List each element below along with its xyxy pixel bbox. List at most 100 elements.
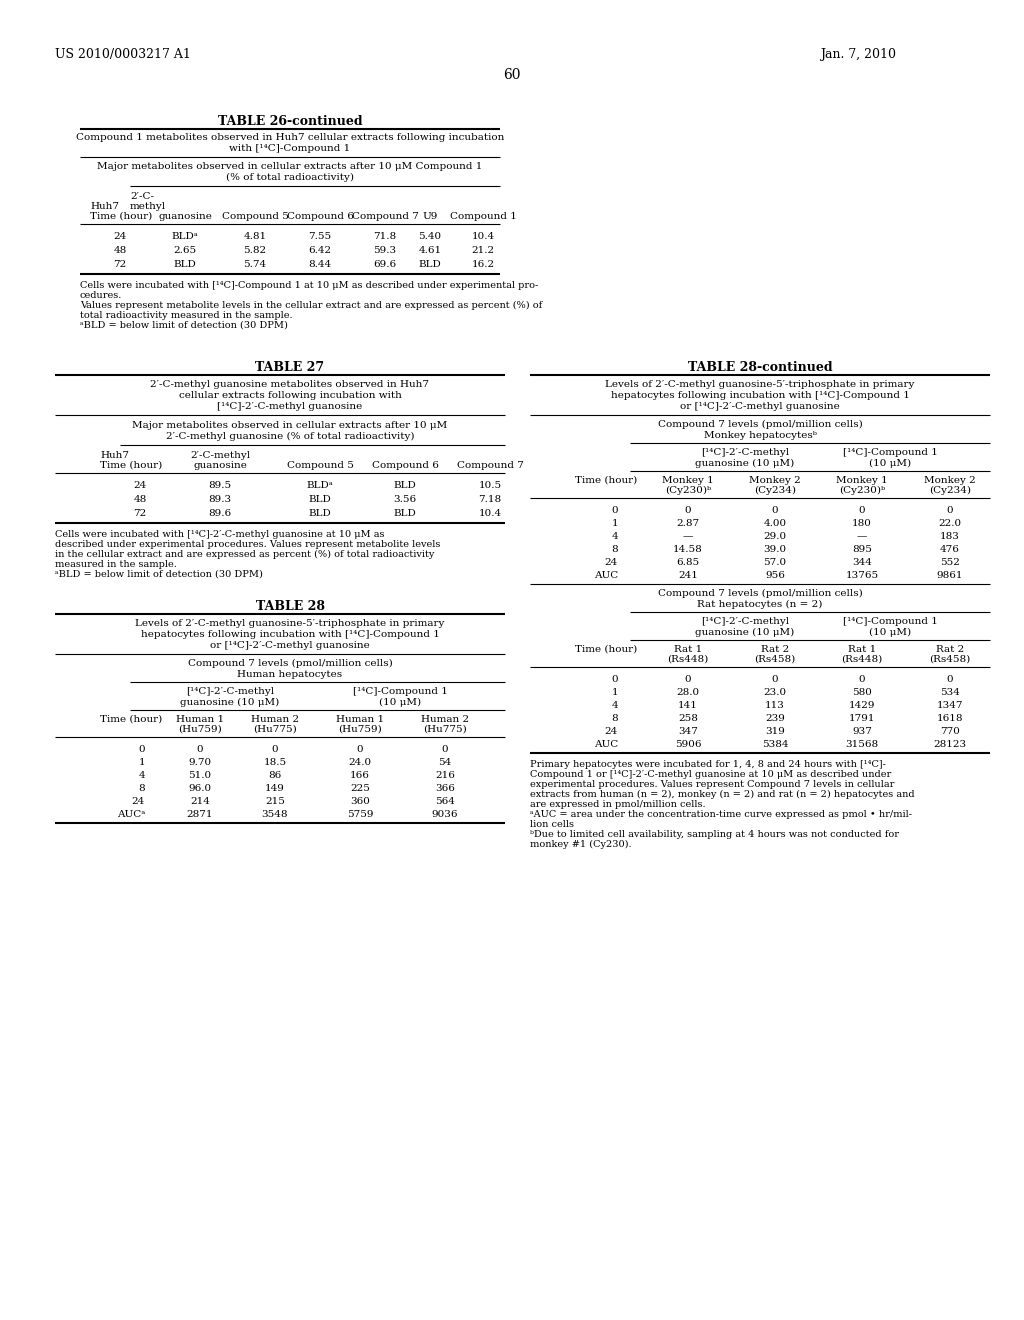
Text: 6.42: 6.42 xyxy=(308,246,332,255)
Text: 9.70: 9.70 xyxy=(188,758,212,767)
Text: (Rs458): (Rs458) xyxy=(755,655,796,664)
Text: 4: 4 xyxy=(611,532,618,541)
Text: Major metabolites observed in cellular extracts after 10 μM: Major metabolites observed in cellular e… xyxy=(132,421,447,430)
Text: are expressed in pmol/million cells.: are expressed in pmol/million cells. xyxy=(530,800,706,809)
Text: 1618: 1618 xyxy=(937,714,964,723)
Text: Cells were incubated with [¹⁴C]-2′-C-methyl guanosine at 10 μM as: Cells were incubated with [¹⁴C]-2′-C-met… xyxy=(55,531,384,539)
Text: Time (hour): Time (hour) xyxy=(100,715,162,723)
Text: 29.0: 29.0 xyxy=(764,532,786,541)
Text: 3548: 3548 xyxy=(262,810,288,818)
Text: Rat hepatocytes (n = 2): Rat hepatocytes (n = 2) xyxy=(697,601,822,609)
Text: cedures.: cedures. xyxy=(80,290,123,300)
Text: Compound 1: Compound 1 xyxy=(450,213,516,220)
Text: Human 1: Human 1 xyxy=(176,715,224,723)
Text: Rat 1: Rat 1 xyxy=(848,645,877,653)
Text: 89.5: 89.5 xyxy=(209,480,231,490)
Text: 0: 0 xyxy=(946,506,953,515)
Text: 937: 937 xyxy=(852,727,872,737)
Text: (Cy230)ᵇ: (Cy230)ᵇ xyxy=(839,486,885,495)
Text: Time (hour): Time (hour) xyxy=(100,461,162,470)
Text: 0: 0 xyxy=(772,506,778,515)
Text: 0: 0 xyxy=(685,506,691,515)
Text: Values represent metabolite levels in the cellular extract and are expressed as : Values represent metabolite levels in th… xyxy=(80,301,543,310)
Text: BLD: BLD xyxy=(393,480,417,490)
Text: 69.6: 69.6 xyxy=(374,260,396,269)
Text: 0: 0 xyxy=(946,675,953,684)
Text: 580: 580 xyxy=(852,688,872,697)
Text: in the cellular extract and are expressed as percent (%) of total radioactivity: in the cellular extract and are expresse… xyxy=(55,550,434,560)
Text: 2′-C-methyl guanosine (% of total radioactivity): 2′-C-methyl guanosine (% of total radioa… xyxy=(166,432,415,441)
Text: Compound 5: Compound 5 xyxy=(287,461,353,470)
Text: [¹⁴C]-Compound 1: [¹⁴C]-Compound 1 xyxy=(843,447,937,457)
Text: 10.4: 10.4 xyxy=(478,510,502,517)
Text: TABLE 28-continued: TABLE 28-continued xyxy=(688,360,833,374)
Text: 225: 225 xyxy=(350,784,370,793)
Text: 14.58: 14.58 xyxy=(673,545,702,554)
Text: 1: 1 xyxy=(138,758,145,767)
Text: 60: 60 xyxy=(503,69,521,82)
Text: or [¹⁴C]-2′-C-methyl guanosine: or [¹⁴C]-2′-C-methyl guanosine xyxy=(680,403,840,411)
Text: 1429: 1429 xyxy=(849,701,876,710)
Text: 5906: 5906 xyxy=(675,741,701,748)
Text: 2′-C-methyl: 2′-C-methyl xyxy=(190,451,250,459)
Text: 5.74: 5.74 xyxy=(244,260,266,269)
Text: 72: 72 xyxy=(133,510,146,517)
Text: ᵇDue to limited cell availability, sampling at 4 hours was not conducted for: ᵇDue to limited cell availability, sampl… xyxy=(530,830,899,840)
Text: 71.8: 71.8 xyxy=(374,232,396,242)
Text: (Cy230)ᵇ: (Cy230)ᵇ xyxy=(665,486,711,495)
Text: 0: 0 xyxy=(138,744,145,754)
Text: U9: U9 xyxy=(422,213,437,220)
Text: 24: 24 xyxy=(133,480,146,490)
Text: 54: 54 xyxy=(438,758,452,767)
Text: (Hu775): (Hu775) xyxy=(423,725,467,734)
Text: Human 2: Human 2 xyxy=(251,715,299,723)
Text: 0: 0 xyxy=(197,744,204,754)
Text: Compound 6: Compound 6 xyxy=(287,213,353,220)
Text: Monkey hepatocytesᵇ: Monkey hepatocytesᵇ xyxy=(703,432,816,440)
Text: 51.0: 51.0 xyxy=(188,771,212,780)
Text: 2871: 2871 xyxy=(186,810,213,818)
Text: Monkey 2: Monkey 2 xyxy=(750,477,801,484)
Text: 9036: 9036 xyxy=(432,810,459,818)
Text: Monkey 1: Monkey 1 xyxy=(663,477,714,484)
Text: Time (hour): Time (hour) xyxy=(575,645,637,653)
Text: guanosine (10 μM): guanosine (10 μM) xyxy=(695,459,795,469)
Text: 2.87: 2.87 xyxy=(677,519,699,528)
Text: 31568: 31568 xyxy=(846,741,879,748)
Text: 39.0: 39.0 xyxy=(764,545,786,554)
Text: 96.0: 96.0 xyxy=(188,784,212,793)
Text: 360: 360 xyxy=(350,797,370,807)
Text: 4.00: 4.00 xyxy=(764,519,786,528)
Text: 4.61: 4.61 xyxy=(419,246,441,255)
Text: 149: 149 xyxy=(265,784,285,793)
Text: Compound 1 metabolites observed in Huh7 cellular extracts following incubation: Compound 1 metabolites observed in Huh7 … xyxy=(76,133,504,143)
Text: 5759: 5759 xyxy=(347,810,374,818)
Text: 89.6: 89.6 xyxy=(209,510,231,517)
Text: AUC: AUC xyxy=(594,741,618,748)
Text: Compound 7: Compound 7 xyxy=(457,461,523,470)
Text: Compound 1 or [¹⁴C]-2′-C-methyl guanosine at 10 μM as described under: Compound 1 or [¹⁴C]-2′-C-methyl guanosin… xyxy=(530,770,891,779)
Text: with [¹⁴C]-Compound 1: with [¹⁴C]-Compound 1 xyxy=(229,144,350,153)
Text: (Hu775): (Hu775) xyxy=(253,725,297,734)
Text: 166: 166 xyxy=(350,771,370,780)
Text: TABLE 27: TABLE 27 xyxy=(255,360,325,374)
Text: 347: 347 xyxy=(678,727,698,737)
Text: [¹⁴C]-2′-C-methyl: [¹⁴C]-2′-C-methyl xyxy=(186,686,274,696)
Text: [¹⁴C]-Compound 1: [¹⁴C]-Compound 1 xyxy=(352,686,447,696)
Text: 5384: 5384 xyxy=(762,741,788,748)
Text: cellular extracts following incubation with: cellular extracts following incubation w… xyxy=(178,391,401,400)
Text: hepatocytes following incubation with [¹⁴C]-Compound 1: hepatocytes following incubation with [¹… xyxy=(610,391,909,400)
Text: 48: 48 xyxy=(114,246,127,255)
Text: BLD: BLD xyxy=(308,495,332,504)
Text: 4.81: 4.81 xyxy=(244,232,266,242)
Text: 113: 113 xyxy=(765,701,785,710)
Text: —: — xyxy=(683,532,693,541)
Text: 1347: 1347 xyxy=(937,701,964,710)
Text: Monkey 1: Monkey 1 xyxy=(837,477,888,484)
Text: 8.44: 8.44 xyxy=(308,260,332,269)
Text: BLD: BLD xyxy=(174,260,197,269)
Text: [¹⁴C]-2′-C-methyl: [¹⁴C]-2′-C-methyl xyxy=(701,447,790,457)
Text: measured in the sample.: measured in the sample. xyxy=(55,560,177,569)
Text: 18.5: 18.5 xyxy=(263,758,287,767)
Text: Rat 2: Rat 2 xyxy=(761,645,790,653)
